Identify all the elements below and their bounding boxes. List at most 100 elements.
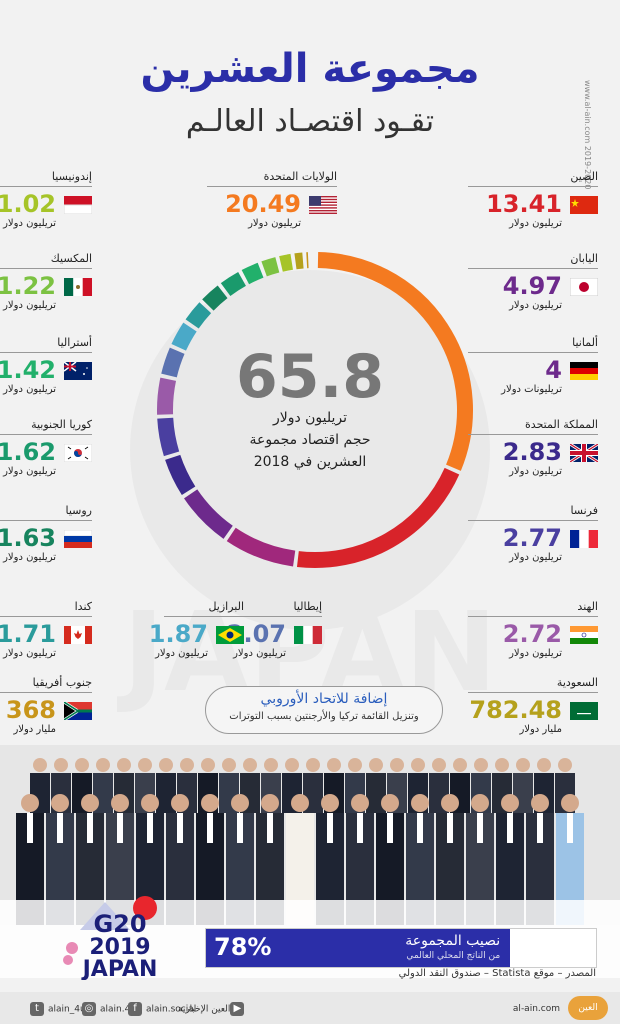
- country-name: أستراليا: [57, 336, 92, 349]
- country-name: كندا: [74, 600, 92, 613]
- bottom-social-bar: [0, 992, 620, 1024]
- usa-flag-icon: [309, 196, 337, 214]
- canada-flag-icon: [64, 626, 92, 644]
- center-line2: حجم اقتصاد مجموعة: [249, 432, 371, 448]
- country-unit: تريليون دولار: [3, 218, 56, 229]
- source-credit: المصدر – موقع Statista – صندوق النقد الد…: [398, 968, 596, 979]
- country-unit: تريليون دولار: [3, 648, 56, 659]
- eu-note-box: إضافة للاتحاد الأوروبي وتنزيل القائمة تر…: [205, 686, 443, 734]
- page-title: مجموعة العشرين: [140, 46, 480, 92]
- country-name: روسيا: [65, 504, 92, 517]
- country-value: 368: [5, 696, 56, 724]
- svg-text:G20: G20: [93, 910, 146, 938]
- japan-flag-icon: [570, 278, 598, 296]
- country-unit: تريليون دولار: [509, 552, 562, 563]
- country-value: 13.41: [486, 190, 562, 218]
- donut-slice-13: [261, 257, 280, 277]
- country-china: الصين 13.41 تريليون دولار: [440, 170, 610, 232]
- country-unit: تريليون دولار: [3, 300, 56, 311]
- donut-slice-5: [157, 417, 180, 457]
- india-flag-icon: [570, 626, 598, 644]
- country-mexico: المكسيك 1.22 تريليون دولار: [0, 252, 140, 314]
- country-value: 2.83: [502, 438, 562, 466]
- russia-flag-icon: [64, 530, 92, 548]
- brazil-flag-icon: [216, 626, 244, 644]
- saudi-flag-icon: [570, 702, 598, 720]
- global-gdp-share-bar: 78% نصيب المجموعة من الناتج المحلي العال…: [205, 928, 597, 968]
- share-percent: 78%: [214, 933, 272, 961]
- country-usa: الولايات المتحدة 20.49 تريليون دولار: [207, 170, 385, 232]
- country-unit: تريليون دولار: [509, 218, 562, 229]
- al-ain-logo: العين: [568, 996, 608, 1020]
- share-label: نصيب المجموعة: [405, 933, 501, 949]
- country-russia: روسيا 1.63 تريليون دولار: [0, 504, 140, 566]
- country-unit: تريليون دولار: [233, 648, 286, 659]
- donut-slice-6: [157, 377, 177, 415]
- country-unit: تريليون دولار: [3, 466, 56, 477]
- country-saudi: السعودية 782.48 مليار دولار: [440, 676, 610, 738]
- eu-note-title: إضافة للاتحاد الأوروبي: [260, 691, 388, 707]
- mexico-flag-icon: [64, 278, 92, 296]
- country-unit: تريليون دولار: [248, 218, 301, 229]
- side-credit: www.al-ain.com 2019-2020: [583, 80, 592, 190]
- country-value: 1.63: [0, 524, 56, 552]
- country-name: السعودية: [556, 676, 598, 689]
- donut-slice-15: [294, 252, 304, 270]
- country-unit: تريليون دولار: [3, 384, 56, 395]
- country-germany: ألمانيا 4 تريليونات دولار: [440, 336, 610, 398]
- country-name: البرازيل: [208, 600, 244, 613]
- facebook-link[interactable]: f alain.social: [128, 1002, 196, 1016]
- uk-flag-icon: [570, 444, 598, 462]
- indonesia-flag-icon: [64, 196, 92, 214]
- country-unit: تريليون دولار: [3, 552, 56, 563]
- donut-slice-11: [220, 271, 247, 297]
- country-uk: المملكة المتحدة 2.83 تريليون دولار: [440, 418, 610, 480]
- country-australia: أستراليا 1.42 تريليون دولار: [0, 336, 140, 398]
- country-unit: مليار دولار: [13, 724, 56, 735]
- donut-slice-3: [184, 489, 233, 539]
- share-sub-label: من الناتج المحلي العالمي: [406, 951, 501, 961]
- g20-japan-2019-logo: G20 2019 JAPAN: [63, 896, 158, 980]
- country-value: 20.49: [225, 190, 301, 218]
- country-name: المكسيك: [50, 252, 92, 265]
- country-unit: مليار دولار: [519, 724, 562, 735]
- country-indonesia: إندونيسيا 1.02 تريليون دولار: [0, 170, 140, 232]
- country-name: فرنسا: [570, 504, 598, 517]
- germany-flag-icon: [570, 362, 598, 380]
- donut-slice-1: [296, 467, 460, 568]
- donut-slice-9: [185, 302, 212, 329]
- country-south-africa: جنوب أفريقيا 368 مليار دولار: [0, 676, 140, 738]
- donut-slice-14: [279, 253, 294, 272]
- country-value: 1.42: [0, 356, 56, 384]
- south-africa-flag-icon: [64, 702, 92, 720]
- country-value: 2.77: [502, 524, 562, 552]
- share-bar-fill: 78% نصيب المجموعة من الناتج المحلي العال…: [206, 929, 511, 967]
- eu-note-text: وتنزيل القائمة تركيا والأرجنتين بسبب الت…: [229, 711, 419, 722]
- country-name: الصين: [570, 170, 598, 183]
- south-korea-flag-icon: [64, 444, 92, 462]
- twitter-link[interactable]: t alain_4u: [30, 1002, 86, 1016]
- page-subtitle: تقـود اقتصـاد العالـم: [185, 104, 435, 139]
- country-name: ألمانيا: [572, 336, 598, 349]
- country-name: اليابان: [570, 252, 598, 265]
- brand-url[interactable]: al-ain.com: [512, 1004, 560, 1014]
- country-japan: اليابان 4.97 تريليون دولار: [440, 252, 610, 314]
- country-name: الهند: [577, 600, 598, 613]
- center-line1: تريليون دولار: [272, 410, 348, 426]
- country-value: 1.02: [0, 190, 56, 218]
- donut-slice-8: [171, 322, 197, 351]
- svg-text:JAPAN: JAPAN: [81, 957, 158, 980]
- country-unit: تريليون دولار: [509, 300, 562, 311]
- donut-slice-0: [317, 252, 473, 471]
- country-value: 782.48: [469, 696, 562, 724]
- youtube-icon: ▶: [230, 1002, 245, 1016]
- instagram-link[interactable]: ◎ alain.4u: [82, 1002, 136, 1016]
- country-name: إندونيسيا: [51, 170, 92, 183]
- youtube-link[interactable]: ▶العين الإخبارية: [178, 1002, 248, 1016]
- australia-flag-icon: [64, 362, 92, 380]
- country-value: 1.22: [0, 272, 56, 300]
- center-total-value: 65.8: [235, 342, 385, 412]
- country-value: 4.97: [502, 272, 562, 300]
- country-canada: كندا 1.71 تريليون دولار: [0, 600, 140, 662]
- facebook-icon: f: [128, 1002, 142, 1016]
